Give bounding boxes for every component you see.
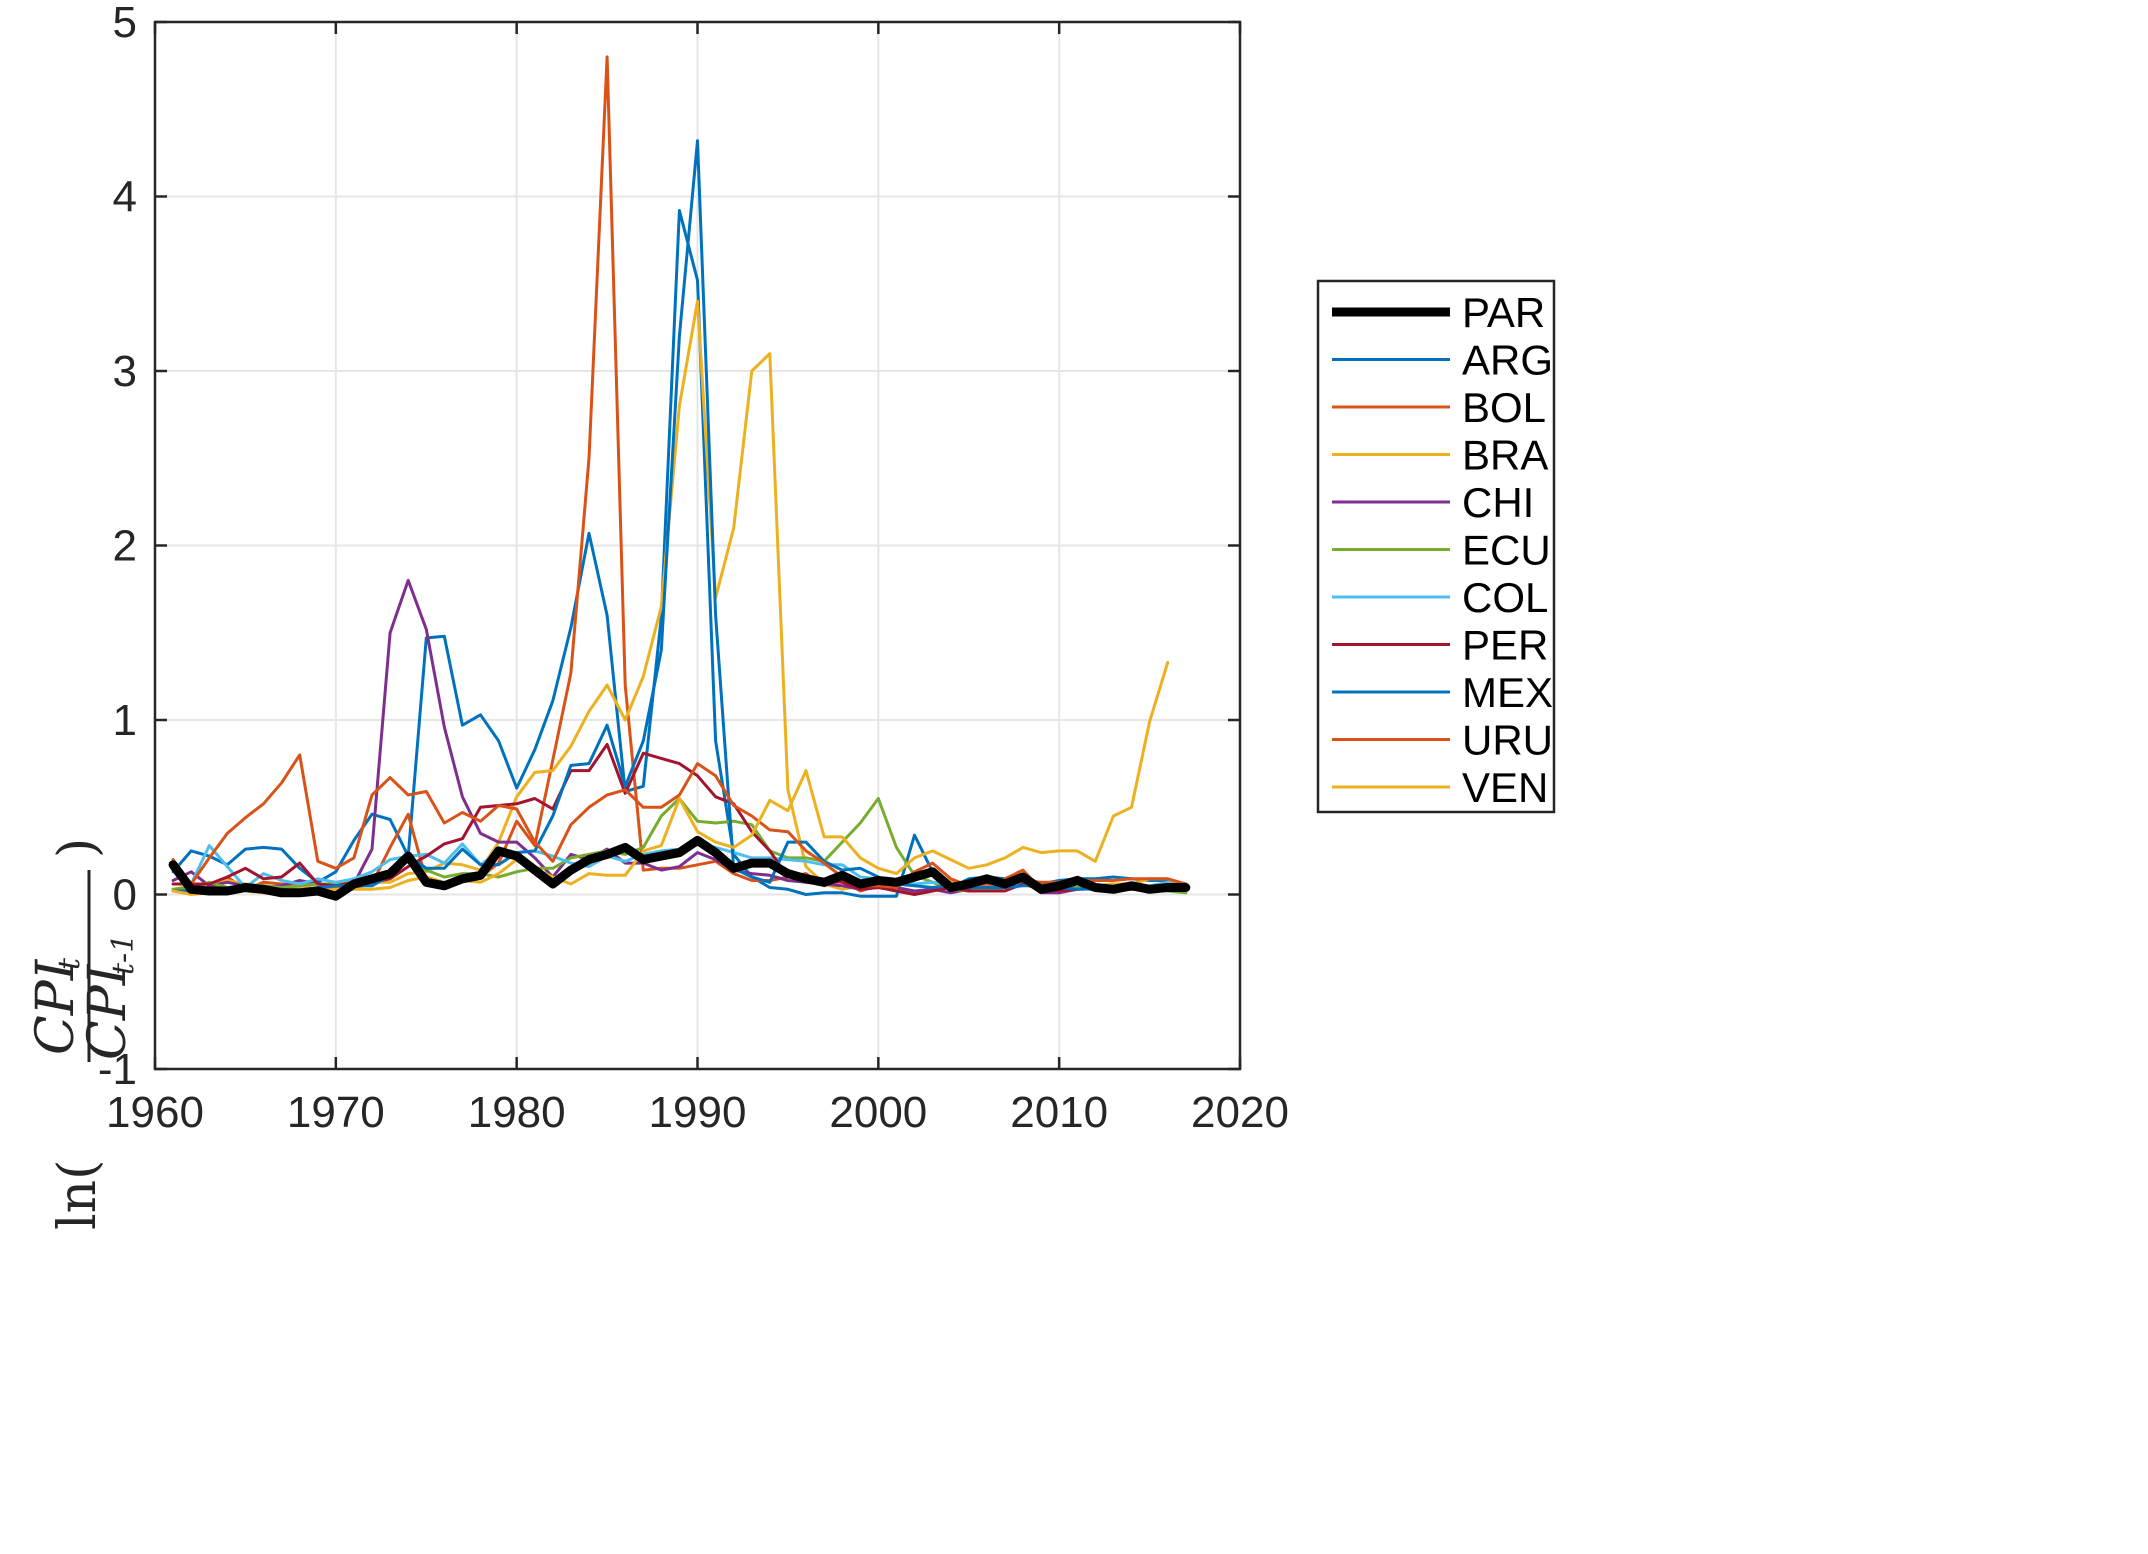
y-tick-label: 3 bbox=[113, 347, 137, 396]
plot-area: 1960 1970 1980 1990 2000 2010 2020 -1 0 1 2 3 4 5 bbox=[98, 0, 1289, 1137]
legend-label-arg: ARG bbox=[1462, 337, 1553, 384]
x-tick-label: 1960 bbox=[106, 1088, 204, 1137]
y-axis-label: ln( CPI t CPI t-1 ) bbox=[26, 838, 141, 1230]
y-tick-label: -1 bbox=[98, 1045, 137, 1094]
y-axis-label-denominator: CPI bbox=[78, 963, 138, 1060]
legend-label-bra: BRA bbox=[1462, 432, 1548, 479]
x-tick-label: 2000 bbox=[829, 1088, 927, 1137]
series-line-mex bbox=[171, 139, 1188, 895]
y-tick-label: 2 bbox=[113, 522, 137, 571]
y-tick-label: 5 bbox=[113, 0, 137, 47]
y-axis-label-numerator-subscript: t bbox=[52, 957, 87, 970]
x-tick-label: 1990 bbox=[649, 1088, 747, 1137]
series-line-par bbox=[168, 835, 1191, 901]
legend-label-col: COL bbox=[1462, 574, 1548, 621]
y-axis-label-suffix: ) bbox=[48, 838, 108, 858]
x-tick-label: 1980 bbox=[468, 1088, 566, 1137]
legend-label-uru: URU bbox=[1462, 717, 1553, 764]
legend-label-ven: VEN bbox=[1462, 764, 1548, 811]
y-tick-label: 1 bbox=[113, 696, 137, 745]
legend-label-ecu: ECU bbox=[1462, 527, 1551, 574]
y-tick-label: 0 bbox=[113, 871, 137, 920]
legend-label-par: PAR bbox=[1462, 289, 1545, 336]
y-axis-label-prefix: ln( bbox=[48, 1160, 108, 1230]
x-tick-label: 1970 bbox=[287, 1088, 385, 1137]
legend-box bbox=[1316, 279, 1556, 814]
legend-label-bol: BOL bbox=[1462, 384, 1546, 431]
legend-label-chi: CHI bbox=[1462, 479, 1534, 526]
y-tick-label: 4 bbox=[113, 173, 137, 222]
x-tick-label: 2010 bbox=[1010, 1088, 1108, 1137]
y-axis-label-numerator: CPI bbox=[26, 958, 86, 1055]
legend-label-per: PER bbox=[1462, 622, 1548, 669]
x-tick-label: 2020 bbox=[1191, 1088, 1289, 1137]
legend-label-mex: MEX bbox=[1462, 669, 1553, 716]
y-axis-label-denominator-subscript: t-1 bbox=[106, 934, 141, 975]
